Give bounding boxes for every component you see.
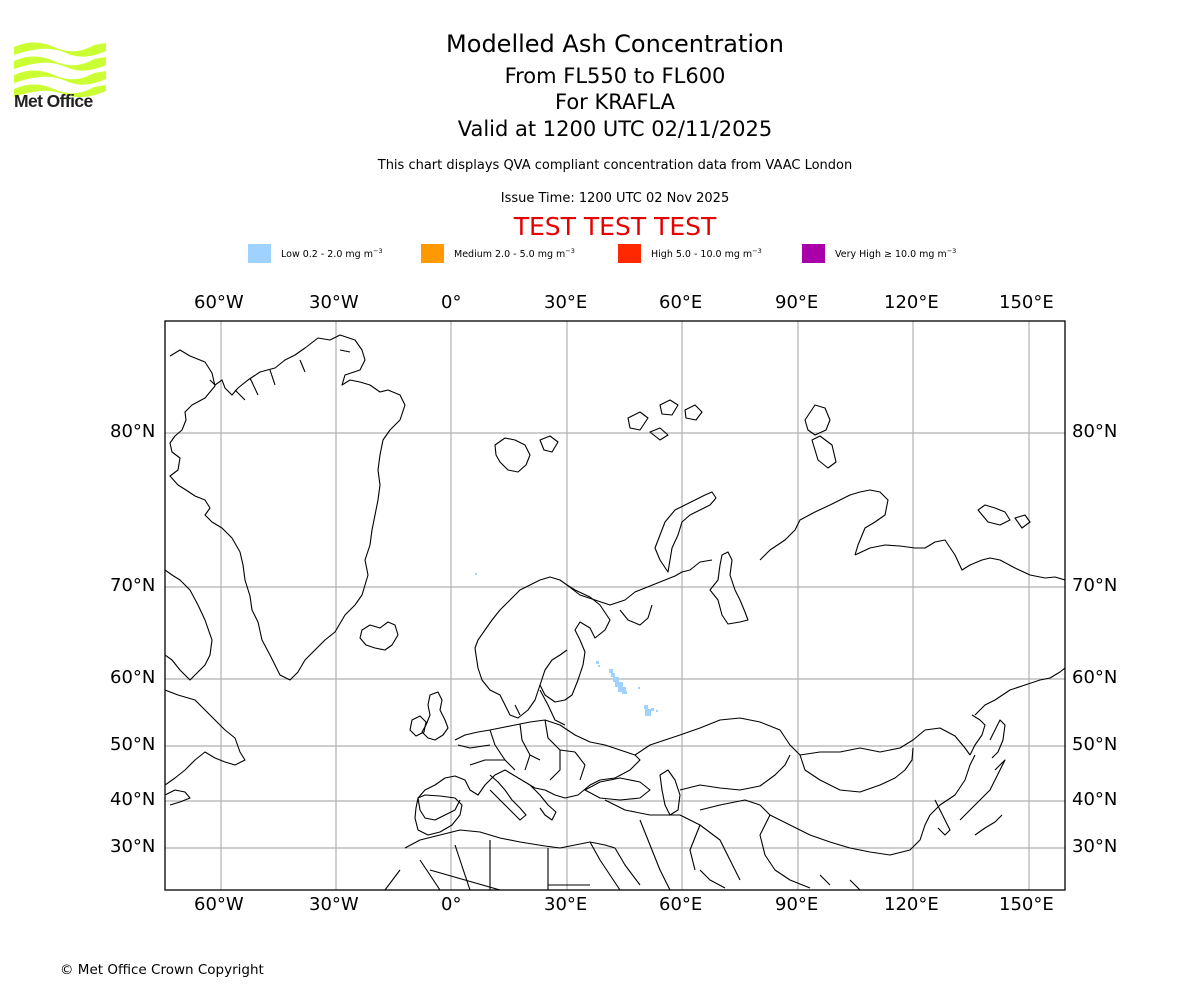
- volcano-name: For KRAFLA: [555, 90, 675, 114]
- korea-japan: [934, 759, 1006, 836]
- iberia-coastline: [414, 794, 463, 836]
- legend-unit-exponent: −3: [752, 247, 762, 255]
- lon-label-bottom-150e: 150°E: [999, 894, 1054, 915]
- legend-item-high: High 5.0 - 10.0 mg m−3: [618, 244, 762, 263]
- lon-label-bottom-30w: 30°W: [309, 894, 359, 915]
- italy-coastline: [489, 774, 527, 821]
- lon-label-bottom-120e: 120°E: [884, 894, 939, 915]
- lat-label-right-40n: 40°N: [1072, 789, 1118, 810]
- chart-title: Modelled Ash Concentration: [446, 30, 784, 58]
- legend-swatch-low: [248, 244, 271, 263]
- lat-label-left-80n: 80°N: [110, 421, 156, 442]
- baffin-coastline: [165, 569, 213, 681]
- legend-swatch-medium: [421, 244, 444, 263]
- flight-level-range: From FL550 to FL600: [504, 64, 726, 88]
- greece-balkans: [529, 784, 557, 821]
- black-sea-coastline: [584, 777, 651, 801]
- uk-coastline: [421, 691, 449, 741]
- lon-label-bottom-30e: 30°E: [544, 894, 588, 915]
- siberian-coastline: [854, 539, 1065, 581]
- franz-josef-land: [627, 399, 703, 441]
- new-siberian-islands: [977, 504, 1031, 529]
- lat-label-left-70n: 70°N: [110, 575, 156, 596]
- baltic-borders: [514, 649, 568, 726]
- yamal-gyda: [709, 551, 749, 625]
- europe-borders: [457, 719, 586, 781]
- lon-label-bottom-0: 0°: [441, 894, 462, 915]
- lat-label-right-50n: 50°N: [1072, 734, 1118, 755]
- lon-label-top-60e: 60°E: [659, 292, 703, 313]
- lon-label-top-30e: 30°E: [544, 292, 588, 313]
- iceland-coastline: [359, 621, 399, 651]
- legend-unit-exponent: −3: [946, 247, 957, 255]
- legend-unit-exponent: −3: [565, 247, 575, 255]
- legend-swatch-high: [618, 244, 641, 263]
- lon-label-bottom-60w: 60°W: [194, 894, 244, 915]
- scandinavia-coastline: [474, 576, 611, 719]
- okhotsk-coast: [969, 714, 986, 756]
- severnaya-zemlya: [804, 404, 837, 469]
- lat-label-left-50n: 50°N: [110, 734, 156, 755]
- africa-borders: [384, 840, 590, 890]
- issue-time: Issue Time: 1200 UTC 02 Nov 2025: [500, 191, 730, 206]
- novaya-zemlya: [654, 491, 717, 573]
- middle-east-borders: [604, 799, 741, 890]
- lat-label-left-30n: 30°N: [110, 836, 156, 857]
- lat-label-right-80n: 80°N: [1072, 421, 1118, 442]
- caspian-sea-coastline: [659, 769, 681, 816]
- india-bay: [699, 869, 861, 890]
- ireland-coastline: [409, 715, 427, 737]
- lon-label-top-30w: 30°W: [309, 292, 359, 313]
- valid-time: Valid at 1200 UTC 02/11/2025: [457, 117, 773, 141]
- kazakhstan-south-border: [679, 754, 791, 811]
- taymyr-coastline: [759, 489, 889, 561]
- met-office-logo-icon: [14, 42, 106, 98]
- lat-label-right-60n: 60°N: [1072, 667, 1118, 688]
- met-office-logo-text: Met Office: [14, 91, 93, 111]
- mongolia-border: [799, 747, 914, 793]
- lon-label-top-0: 0°: [441, 292, 462, 313]
- lon-label-top-60w: 60°W: [194, 292, 244, 313]
- labrador-coastline: [165, 689, 246, 786]
- newfoundland-coastline: [165, 789, 191, 806]
- lon-label-top-150e: 150°E: [999, 292, 1054, 313]
- legend-item-very-high: Very High ≥ 10.0 mg m−3: [802, 244, 956, 263]
- legend-label-very-high: Very High ≥ 10.0 mg m: [835, 249, 947, 260]
- legend-label-medium: Medium 2.0 - 5.0 mg m: [454, 249, 566, 260]
- kazakhstan-russia-border: [634, 717, 971, 756]
- legend-label-low: Low 0.2 - 2.0 mg m: [281, 249, 373, 260]
- greenland-coastline: [169, 334, 406, 681]
- greenland-fjords: [234, 349, 351, 401]
- legend-swatch-very-high: [802, 244, 825, 263]
- legend-unit-exponent: −3: [373, 247, 383, 255]
- lon-label-top-90e: 90°E: [775, 292, 819, 313]
- lat-label-right-30n: 30°N: [1072, 836, 1118, 857]
- legend-item-medium: Medium 2.0 - 5.0 mg m−3: [421, 244, 575, 263]
- test-banner: TEST TEST TEST: [513, 212, 717, 241]
- lon-label-top-120e: 120°E: [884, 292, 939, 313]
- chart-description: This chart displays QVA compliant concen…: [377, 158, 853, 173]
- svalbard: [494, 435, 559, 473]
- red-sea-coast: [589, 841, 641, 890]
- lat-label-right-70n: 70°N: [1072, 575, 1118, 596]
- kola-white-sea: [566, 559, 713, 626]
- lon-label-bottom-60e: 60°E: [659, 894, 703, 915]
- lat-label-left-60n: 60°N: [110, 667, 156, 688]
- ash-area-low: [475, 573, 658, 716]
- map-gridlines: [165, 321, 1065, 890]
- map-frame: [164, 320, 1066, 891]
- sakhalin-kamchatka: [974, 667, 1065, 759]
- coastlines-and-borders: [165, 334, 1065, 890]
- legend-label-high: High 5.0 - 10.0 mg m: [651, 249, 753, 260]
- copyright-notice: © Met Office Crown Copyright: [60, 962, 264, 978]
- lat-label-left-40n: 40°N: [110, 789, 156, 810]
- china-border: [759, 754, 976, 889]
- legend-item-low: Low 0.2 - 2.0 mg m−3: [248, 244, 383, 263]
- lon-label-bottom-90e: 90°E: [775, 894, 819, 915]
